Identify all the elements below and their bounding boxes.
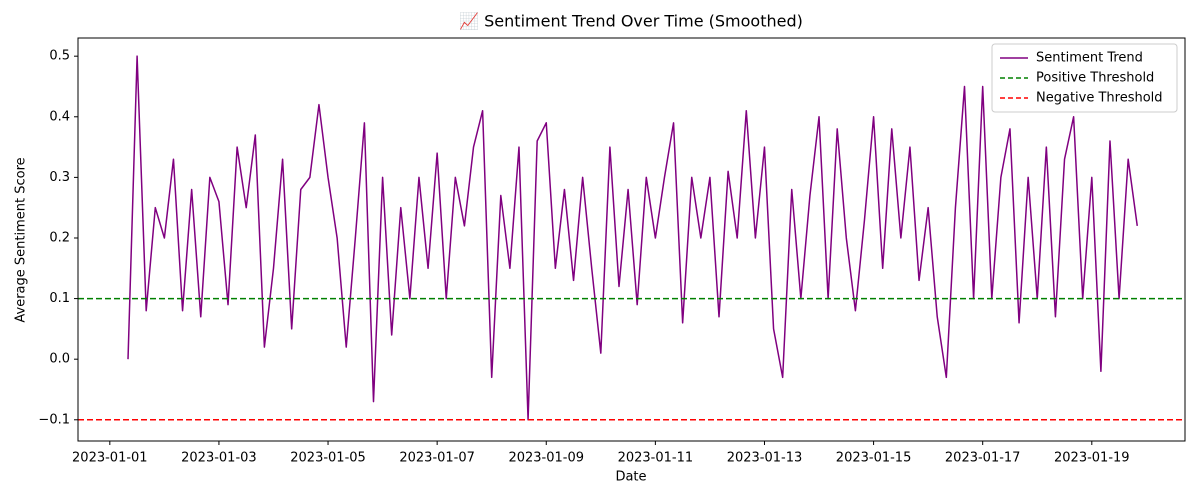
series-line — [127, 55, 1139, 421]
y-tick-label: 0.1 — [49, 291, 70, 306]
x-tick-label: 2023-01-01 — [72, 451, 148, 466]
plot-frame — [77, 37, 1186, 442]
y-tick-label: 0.0 — [49, 352, 70, 367]
y-tick-label: −0.1 — [38, 412, 70, 427]
y-tick-label: 0.3 — [49, 170, 70, 185]
x-tick-label: 2023-01-19 — [1054, 451, 1130, 466]
legend-box — [991, 43, 1178, 113]
legend-label: Negative Threshold — [1036, 91, 1163, 106]
y-tick-label: 0.5 — [49, 49, 70, 64]
legend-label: Positive Threshold — [1036, 71, 1154, 86]
chart-title: 📈 Sentiment Trend Over Time (Smoothed) — [459, 12, 803, 31]
x-axis-label: Date — [615, 470, 646, 485]
legend-label: Sentiment Trend — [1036, 51, 1143, 66]
x-tick-label: 2023-01-03 — [181, 451, 257, 466]
y-tick-label: 0.4 — [49, 109, 70, 124]
x-tick-label: 2023-01-09 — [508, 451, 584, 466]
x-tick-label: 2023-01-15 — [836, 451, 912, 466]
x-tick-label: 2023-01-05 — [290, 451, 366, 466]
y-axis-label: Average Sentiment Score — [14, 157, 29, 322]
y-tick-label: 0.2 — [49, 230, 70, 245]
x-tick-label: 2023-01-13 — [727, 451, 803, 466]
x-tick-label: 2023-01-07 — [399, 451, 475, 466]
x-tick-label: 2023-01-17 — [945, 451, 1021, 466]
x-tick-label: 2023-01-11 — [618, 451, 694, 466]
